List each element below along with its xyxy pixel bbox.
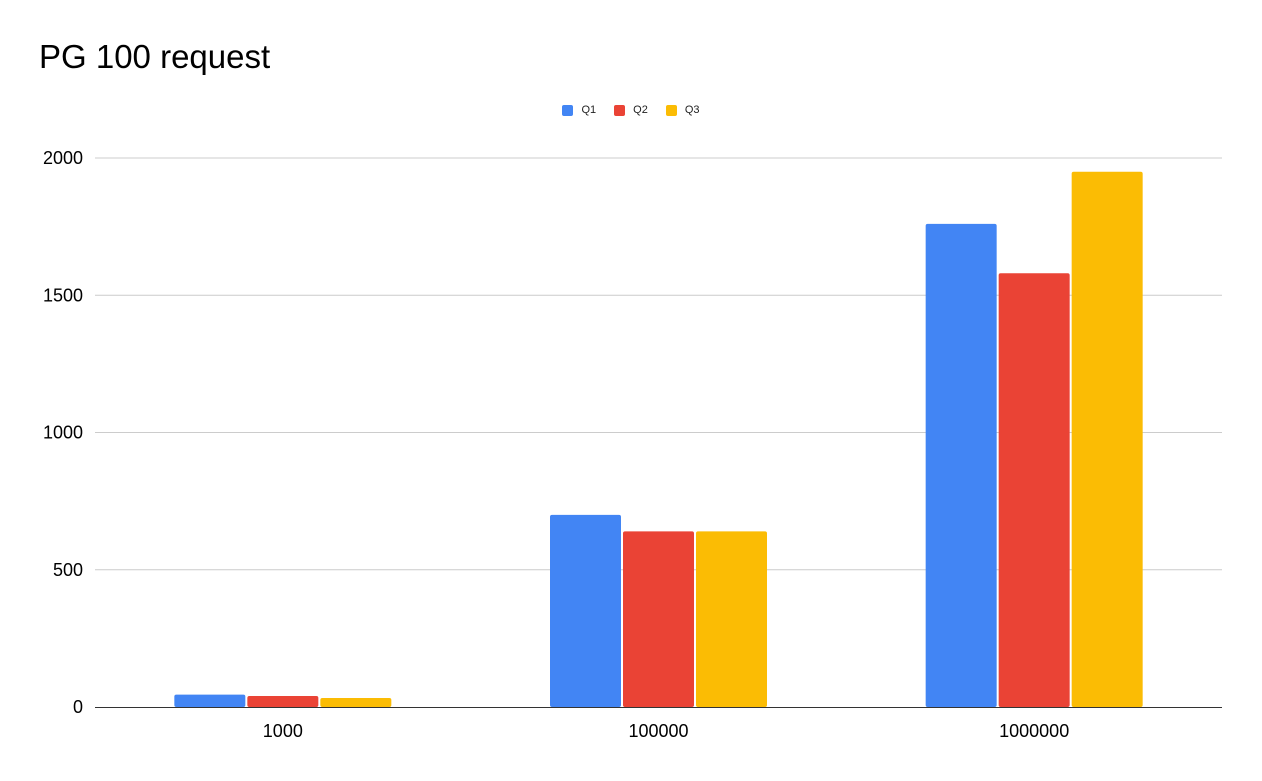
chart-title: PG 100 request (39, 38, 271, 75)
y-tick-label: 0 (73, 697, 83, 717)
bar-q2-1000000 (998, 273, 1070, 707)
legend-swatch (614, 104, 626, 116)
bar-q3-100000 (696, 531, 767, 707)
x-tick-label: 1000000 (999, 721, 1069, 741)
x-tick-label: 100000 (628, 721, 688, 741)
y-tick-label: 2000 (43, 148, 83, 168)
legend-swatch (665, 104, 677, 116)
legend-label: Q3 (684, 104, 700, 116)
bar-q2-1000 (247, 696, 319, 707)
y-tick-label: 1000 (43, 423, 83, 443)
legend-item-q2: Q2 (614, 104, 648, 116)
bar-q1-100000 (550, 514, 621, 707)
legend-label: Q2 (633, 104, 648, 116)
x-tick-label: 1000 (263, 721, 303, 741)
y-tick-label: 500 (53, 560, 83, 580)
bar-q3-1000000 (1071, 171, 1143, 708)
bar-q1-1000000 (925, 223, 997, 707)
legend-item-q1: Q1 (562, 104, 596, 116)
bar-q1-1000 (174, 694, 246, 707)
y-tick-label: 1500 (43, 285, 83, 305)
legend-label: Q1 (581, 104, 597, 116)
legend-item-q3: Q3 (665, 104, 700, 116)
bar-q2-100000 (623, 531, 694, 707)
bar-q3-1000 (320, 697, 392, 707)
chart-legend: Q1 Q2 Q3 (0, 104, 1262, 116)
legend-swatch (562, 104, 574, 116)
